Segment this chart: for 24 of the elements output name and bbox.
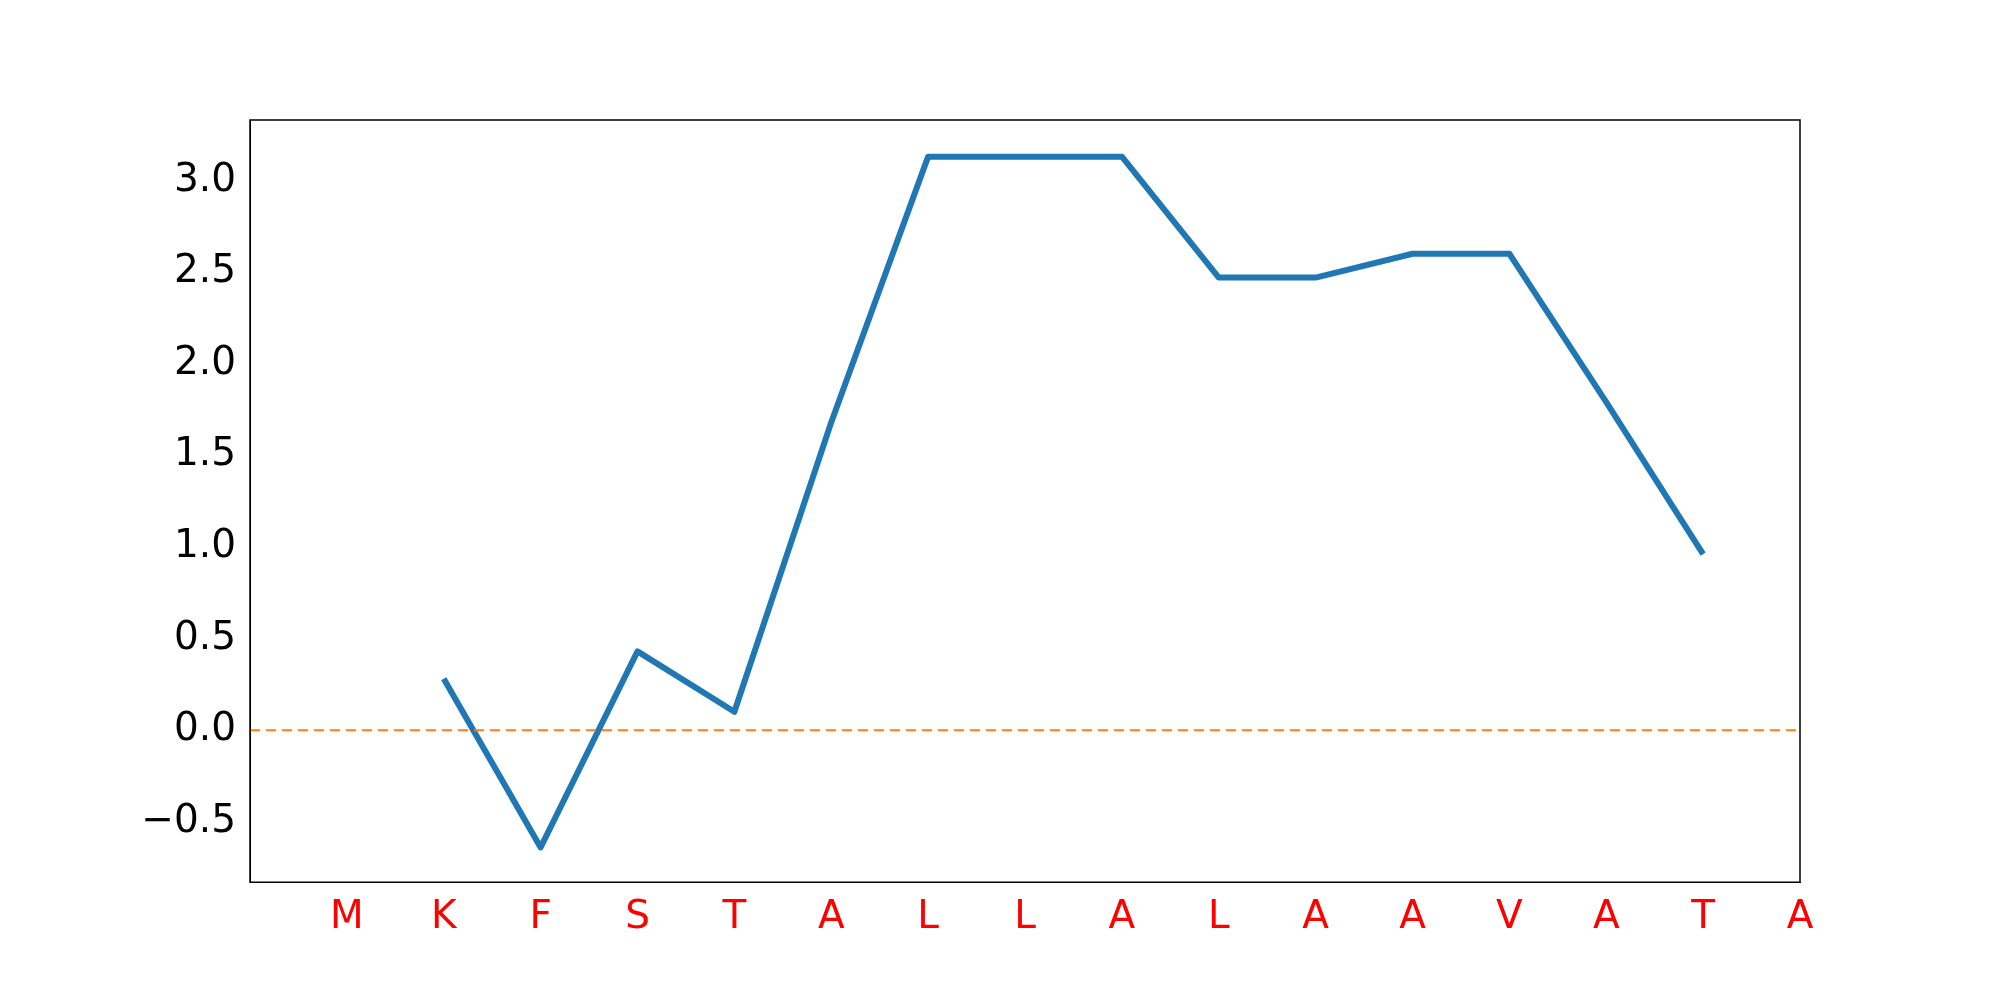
y-tick-label: 1.5 bbox=[173, 429, 236, 475]
y-tick-label: 0.0 bbox=[173, 704, 236, 750]
y-tick-label: −0.5 bbox=[141, 795, 236, 841]
x-tick-label: A bbox=[1108, 891, 1136, 937]
y-tick-label: 3.0 bbox=[173, 154, 236, 200]
x-tick-label: M bbox=[330, 891, 364, 937]
x-tick-label: A bbox=[1592, 891, 1620, 937]
y-tick-label: 2.0 bbox=[173, 337, 236, 383]
x-tick-label: A bbox=[1399, 891, 1427, 937]
x-tick-label: A bbox=[1302, 891, 1330, 937]
x-tick-label: L bbox=[1014, 891, 1037, 937]
x-tick-label: L bbox=[917, 891, 940, 937]
x-tick-label: F bbox=[529, 891, 552, 937]
x-tick-label: A bbox=[817, 891, 845, 937]
x-tick-label: L bbox=[1207, 891, 1230, 937]
x-tick-label: T bbox=[1690, 891, 1716, 937]
x-tick-label: V bbox=[1496, 891, 1524, 937]
x-tick-label: S bbox=[625, 891, 650, 937]
y-tick-label: 2.5 bbox=[173, 246, 236, 292]
x-tick-label: A bbox=[1786, 891, 1814, 937]
y-tick-label: 0.5 bbox=[173, 612, 236, 658]
x-tick-label: K bbox=[430, 891, 458, 937]
y-tick-label: 1.0 bbox=[173, 521, 236, 567]
x-tick-label: T bbox=[721, 891, 747, 937]
